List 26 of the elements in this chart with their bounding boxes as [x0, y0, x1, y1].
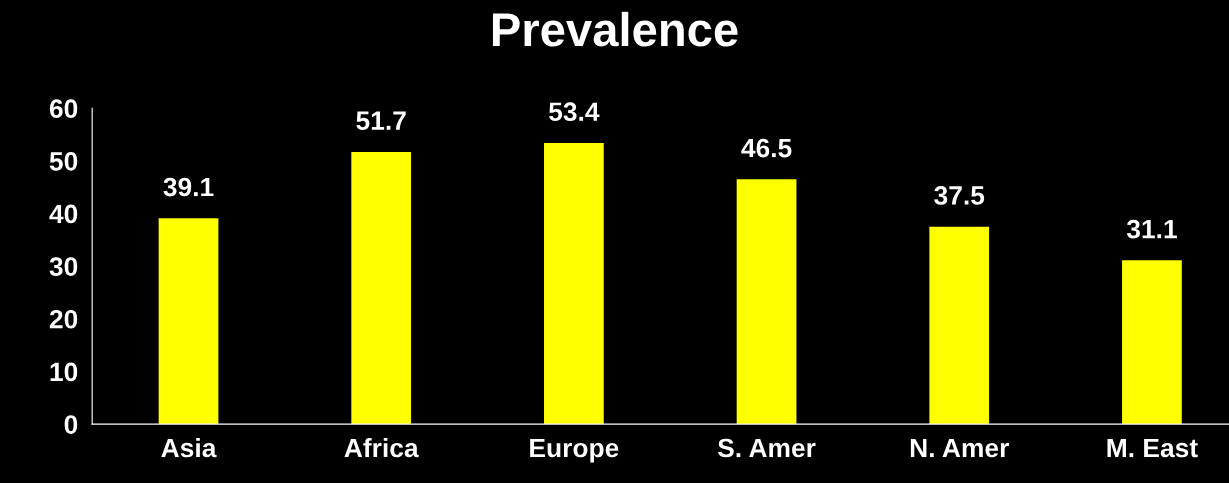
data-label: 39.1: [163, 177, 214, 197]
y-tick-label: 10: [50, 362, 78, 382]
x-tick-label: M. East: [1107, 438, 1198, 458]
bar: [736, 179, 797, 425]
bar: [929, 226, 990, 425]
bar: [544, 142, 604, 425]
y-tick-label: 0: [64, 415, 78, 434]
y-tick-label: 50: [49, 151, 78, 171]
y-tick-label: 20: [49, 309, 78, 329]
x-tick-label: Europe: [530, 438, 619, 463]
data-label: 53.4: [549, 102, 600, 122]
x-tick-label: Asia: [161, 437, 217, 458]
y-tick-label: 30: [49, 257, 78, 276]
chart-title: Prevalence: [492, 11, 738, 47]
data-label: 46.5: [741, 138, 792, 158]
x-tick-label: N. Amer: [910, 438, 1009, 458]
data-label: 51.7: [356, 111, 406, 131]
y-tick-label: 40: [49, 204, 78, 224]
x-tick-label: S. Amer: [717, 438, 816, 458]
bar: [351, 151, 412, 425]
y-tick-label: 60: [49, 99, 78, 119]
data-label: 31.1: [1126, 219, 1177, 239]
bar: [158, 218, 219, 425]
bar: [1122, 260, 1182, 425]
data-label: 37.5: [934, 186, 985, 205]
x-tick-label: Africa: [344, 437, 419, 458]
